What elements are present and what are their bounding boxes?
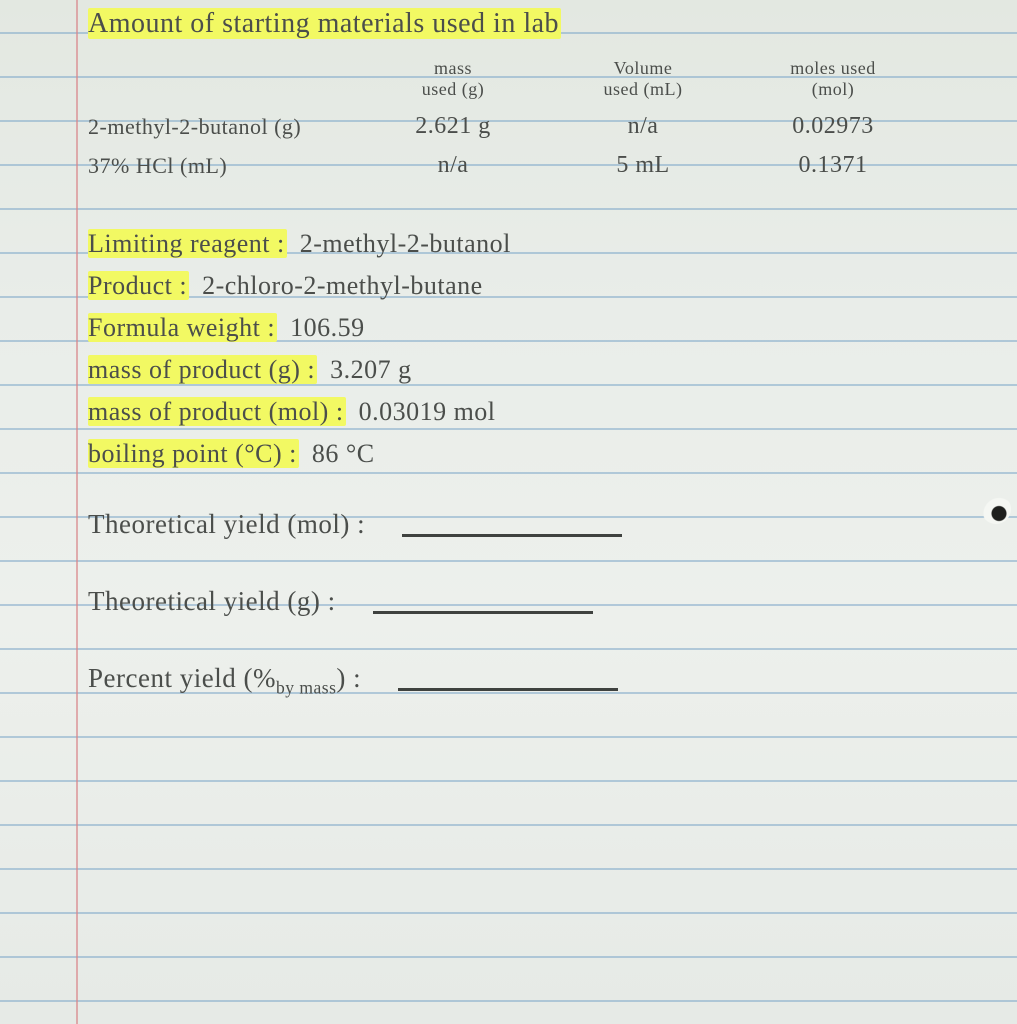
product: Product : 2-chloro-2-methyl-butane (88, 271, 987, 301)
percent-yield: Percent yield (%by mass) : (88, 663, 987, 698)
theoretical-yield-mol: Theoretical yield (mol) : (88, 509, 987, 540)
value: 2-methyl-2-butanol (300, 229, 511, 258)
table-header: mass used (g) Volume used (mL) moles use… (88, 58, 987, 99)
label: mass of product (g) : (88, 355, 317, 384)
table-row: 37% HCl (mL) n/a 5 mL 0.1371 (88, 152, 987, 179)
table-row: 2-methyl-2-butanol (g) 2.621 g n/a 0.029… (88, 113, 987, 140)
mass-product-g: mass of product (g) : 3.207 g (88, 355, 987, 385)
value: 3.207 g (330, 355, 412, 384)
label: Theoretical yield (g) : (88, 586, 336, 616)
table-header-moles: moles used (mol) (738, 58, 928, 99)
label-sub: by mass (276, 678, 336, 698)
formula-weight: Formula weight : 106.59 (88, 313, 987, 343)
value: 2-chloro-2-methyl-butane (202, 271, 483, 300)
row-mass: n/a (358, 152, 548, 179)
label: mass of product (mol) : (88, 397, 346, 426)
page-title: Amount of starting materials used in lab (88, 8, 987, 40)
label: Product : (88, 271, 189, 300)
row-name: 37% HCl (mL) (88, 153, 358, 179)
materials-table: mass used (g) Volume used (mL) moles use… (88, 58, 987, 179)
label-main: Percent yield (% (88, 663, 276, 693)
label-end: ) : (336, 663, 361, 693)
label: Theoretical yield (mol) : (88, 509, 365, 539)
value: 0.03019 mol (359, 397, 496, 426)
mass-product-mol: mass of product (mol) : 0.03019 mol (88, 397, 987, 427)
margin-line (76, 0, 78, 1024)
blank-line (373, 611, 593, 614)
row-mass: 2.621 g (358, 113, 548, 140)
row-name: 2-methyl-2-butanol (g) (88, 114, 358, 140)
value: 86 °C (312, 439, 375, 468)
table-header-volume: Volume used (mL) (548, 58, 738, 99)
limiting-reagent: Limiting reagent : 2-methyl-2-butanol (88, 229, 987, 259)
title-text: Amount of starting materials used in lab (88, 8, 561, 39)
blank-line (398, 688, 618, 691)
boiling-point: boiling point (°C) : 86 °C (88, 439, 987, 469)
theoretical-yield-g: Theoretical yield (g) : (88, 586, 987, 617)
label: boiling point (°C) : (88, 439, 299, 468)
blank-line (402, 534, 622, 537)
page-content: Amount of starting materials used in lab… (88, 6, 987, 745)
table-header-mass: mass used (g) (358, 58, 548, 99)
row-volume: 5 mL (548, 152, 738, 179)
row-moles: 0.02973 (738, 113, 928, 140)
value: 106.59 (290, 313, 365, 342)
facts-section: Limiting reagent : 2-methyl-2-butanol Pr… (88, 229, 987, 469)
row-moles: 0.1371 (738, 152, 928, 179)
table-header-blank (88, 58, 358, 99)
blanks-section: Theoretical yield (mol) : Theoretical yi… (88, 509, 987, 698)
notebook-paper: Amount of starting materials used in lab… (0, 0, 1017, 1024)
label: Formula weight : (88, 313, 277, 342)
label: Limiting reagent : (88, 229, 287, 258)
row-volume: n/a (548, 113, 738, 140)
